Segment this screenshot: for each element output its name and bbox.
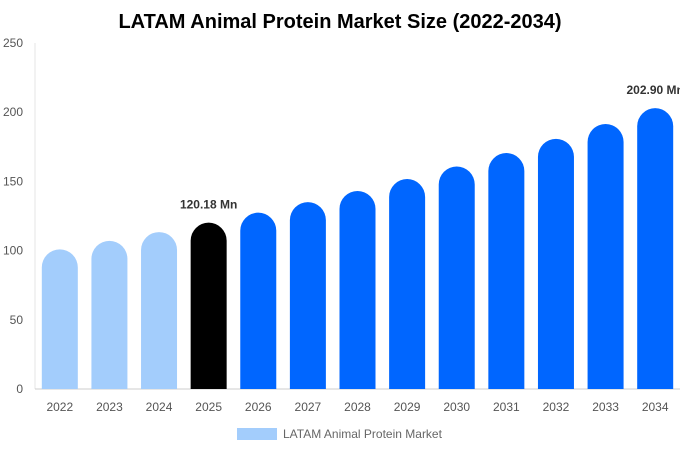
legend-swatch — [237, 428, 277, 440]
x-tick-label: 2030 — [443, 400, 470, 414]
bar-2033[interactable] — [587, 123, 624, 390]
legend[interactable]: LATAM Animal Protein Market — [237, 427, 443, 441]
data-labels: 120.18 Mn 202.90 Mn — [180, 83, 680, 211]
bar-2031[interactable] — [488, 153, 525, 389]
data-label: 120.18 Mn — [180, 198, 237, 212]
data-label: 202.90 Mn — [627, 83, 680, 97]
chart-title: LATAM Animal Protein Market Size (2022-2… — [118, 11, 561, 33]
x-tick-label: 2033 — [592, 400, 619, 414]
bar-2026[interactable] — [240, 212, 277, 389]
x-tick-label: 2029 — [394, 400, 421, 414]
bar-2029[interactable] — [389, 179, 426, 389]
x-tick-label: 2025 — [195, 400, 222, 414]
bar-2023[interactable] — [91, 240, 128, 389]
y-tick-label: 100 — [3, 244, 23, 258]
x-tick-label: 2023 — [96, 400, 123, 414]
bar-2030[interactable] — [438, 166, 475, 389]
bar-2025[interactable] — [190, 222, 227, 389]
bar-2027[interactable] — [289, 202, 326, 389]
y-tick-label: 250 — [3, 36, 23, 50]
y-tick-label: 50 — [10, 313, 24, 327]
legend-label: LATAM Animal Protein Market — [283, 427, 443, 441]
bar-2024[interactable] — [141, 232, 178, 389]
x-tick-label: 2032 — [543, 400, 570, 414]
y-tick-label: 150 — [3, 174, 23, 188]
x-axis-ticks: 2022 2023 2024 2025 2026 2027 2028 2029 2030 2031… — [46, 400, 668, 414]
y-tick-label: 0 — [16, 382, 23, 396]
bar-2022[interactable] — [41, 249, 78, 389]
x-tick-label: 2031 — [493, 400, 520, 414]
y-axis-ticks: 0 50 100 150 200 250 — [3, 36, 23, 396]
x-tick-label: 2027 — [295, 400, 322, 414]
bar-2032[interactable] — [537, 138, 574, 389]
y-tick-label: 200 — [3, 105, 23, 119]
bar-2028[interactable] — [339, 190, 376, 389]
bar-2034[interactable] — [637, 108, 674, 389]
x-tick-label: 2024 — [146, 400, 173, 414]
bars — [41, 108, 674, 390]
x-tick-label: 2028 — [344, 400, 371, 414]
x-tick-label: 2034 — [642, 400, 669, 414]
x-tick-label: 2022 — [46, 400, 73, 414]
x-tick-label: 2026 — [245, 400, 272, 414]
